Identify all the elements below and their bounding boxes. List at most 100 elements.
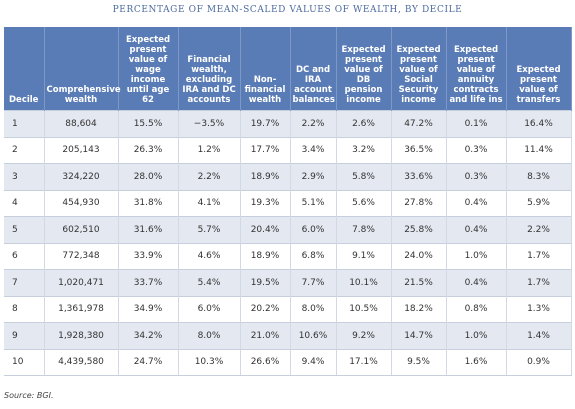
- value-cell: 47.2%: [391, 110, 447, 137]
- value-cell: 0.4%: [446, 216, 507, 243]
- value-cell: 14.7%: [391, 322, 447, 349]
- decile-cell: 9: [4, 322, 45, 349]
- header-row: Decile Comprehensive wealth Expected prese…: [4, 27, 572, 111]
- decile-cell: 2: [4, 136, 45, 164]
- decile-cell: 4: [4, 189, 45, 217]
- value-cell: 10.5%: [336, 295, 392, 323]
- value-cell: 2.6%: [336, 110, 392, 137]
- column-header: Expected present value of transfers: [506, 27, 572, 111]
- value-cell: 6.8%: [290, 242, 337, 270]
- value-cell: 9.2%: [336, 322, 392, 349]
- value-cell: 20.4%: [240, 216, 291, 243]
- column-header: Financial wealth, excluding IRA and DC a…: [178, 27, 241, 111]
- value-cell: 0.3%: [446, 163, 507, 190]
- value-cell: 5.1%: [290, 189, 337, 217]
- table-title: PERCENTAGE OF MEAN-SCALED VALUES OF WEAL…: [112, 5, 463, 15]
- value-cell: 6.0%: [178, 295, 241, 323]
- value-cell: 5.7%: [178, 216, 241, 243]
- value-cell: 10.1%: [336, 269, 392, 296]
- decile-cell: 10: [4, 348, 45, 376]
- column-header: Non-financial wealth: [240, 27, 291, 111]
- value-cell: 8.0%: [178, 322, 241, 349]
- value-cell: 9.1%: [336, 242, 392, 270]
- decile-cell: 5: [4, 216, 45, 243]
- table-row: 3 324,220 28.0% 2.2% 18.9% 2.9% 5.8% 33.6% 0.3% 8…: [4, 163, 572, 190]
- value-cell: 28.0%: [118, 163, 179, 190]
- column-header: Comprehensive wealth: [44, 27, 121, 111]
- value-cell: 6.0%: [290, 216, 337, 243]
- value-cell: 33.7%: [118, 269, 179, 296]
- value-cell: 8.0%: [290, 295, 337, 323]
- table-row: 4 454,930 31.8% 4.1% 19.3% 5.1% 5.6% 27.8% 0.4% 5…: [4, 189, 572, 217]
- value-cell: 19.5%: [240, 269, 291, 296]
- value-cell: 0.8%: [446, 295, 507, 323]
- decile-cell: 1: [4, 110, 45, 137]
- value-cell: 19.7%: [240, 110, 291, 137]
- value-cell: 4.1%: [178, 189, 241, 217]
- value-cell: 9.4%: [290, 348, 337, 376]
- decile-cell: 6: [4, 242, 45, 270]
- value-cell: 324,220: [44, 163, 119, 190]
- value-cell: 2.9%: [290, 163, 337, 190]
- value-cell: 34.9%: [118, 295, 179, 323]
- value-cell: 1.2%: [178, 136, 241, 164]
- value-cell: 5.9%: [506, 189, 572, 217]
- value-cell: 2.2%: [506, 216, 572, 243]
- value-cell: 17.7%: [240, 136, 291, 164]
- table-row: 7 1,020,471 33.7% 5.4% 19.5% 7.7% 10.1% 21.5% 0.…: [4, 269, 572, 296]
- decile-cell: 7: [4, 269, 45, 296]
- value-cell: 20.2%: [240, 295, 291, 323]
- value-cell: 4,439,580: [44, 348, 119, 376]
- value-cell: 454,930: [44, 189, 119, 217]
- table-row: 10 4,439,580 24.7% 10.3% 26.6% 9.4% 17.1% 9.5% 1…: [4, 348, 572, 376]
- value-cell: 18.9%: [240, 242, 291, 270]
- value-cell: 31.6%: [118, 216, 179, 243]
- value-cell: 27.8%: [391, 189, 447, 217]
- value-cell: 1,361,978: [44, 295, 119, 323]
- column-header: Expected present value of Social Securit…: [391, 27, 447, 111]
- value-cell: 1.6%: [446, 348, 507, 376]
- decile-cell: 8: [4, 295, 45, 323]
- value-cell: 0.9%: [506, 348, 572, 376]
- value-cell: 26.6%: [240, 348, 291, 376]
- value-cell: 33.9%: [118, 242, 179, 270]
- value-cell: 1.3%: [506, 295, 572, 323]
- value-cell: 17.1%: [336, 348, 392, 376]
- column-header: Expected present value of annuity contra…: [446, 27, 507, 111]
- value-cell: 8.3%: [506, 163, 572, 190]
- value-cell: 5.8%: [336, 163, 392, 190]
- value-cell: 3.4%: [290, 136, 337, 164]
- value-cell: 1,928,380: [44, 322, 119, 349]
- value-cell: 21.5%: [391, 269, 447, 296]
- value-cell: 0.4%: [446, 189, 507, 217]
- value-cell: 0.3%: [446, 136, 507, 164]
- value-cell: 10.6%: [290, 322, 337, 349]
- value-cell: 18.9%: [240, 163, 291, 190]
- value-cell: 7.8%: [336, 216, 392, 243]
- value-cell: 24.0%: [391, 242, 447, 270]
- table-row: 5 602,510 31.6% 5.7% 20.4% 6.0% 7.8% 25.8% 0.4% 2…: [4, 216, 572, 243]
- value-cell: 36.5%: [391, 136, 447, 164]
- column-header: Expected present value of wage income un…: [118, 27, 179, 111]
- value-cell: 16.4%: [506, 110, 572, 137]
- value-cell: 21.0%: [240, 322, 291, 349]
- source-note: Source: BGI.: [4, 391, 54, 400]
- value-cell: 3.2%: [336, 136, 392, 164]
- value-cell: 10.3%: [178, 348, 241, 376]
- value-cell: 24.7%: [118, 348, 179, 376]
- value-cell: 602,510: [44, 216, 119, 243]
- value-cell: 1.4%: [506, 322, 572, 349]
- value-cell: 33.6%: [391, 163, 447, 190]
- decile-cell: 3: [4, 163, 45, 190]
- value-cell: 5.4%: [178, 269, 241, 296]
- value-cell: 2.2%: [178, 163, 241, 190]
- table-row: 6 772,348 33.9% 4.6% 18.9% 6.8% 9.1% 24.0% 1.0% 1…: [4, 242, 572, 270]
- value-cell: 88,604: [44, 110, 119, 137]
- table-row: 2 205,143 26.3% 1.2% 17.7% 3.4% 3.2% 36.5% 0.3% 1…: [4, 136, 572, 164]
- value-cell: 15.5%: [118, 110, 179, 137]
- value-cell: 26.3%: [118, 136, 179, 164]
- column-header: Decile: [4, 27, 45, 111]
- value-cell: 0.4%: [446, 269, 507, 296]
- wealth-table: Decile Comprehensive wealth Expected prese…: [4, 27, 572, 376]
